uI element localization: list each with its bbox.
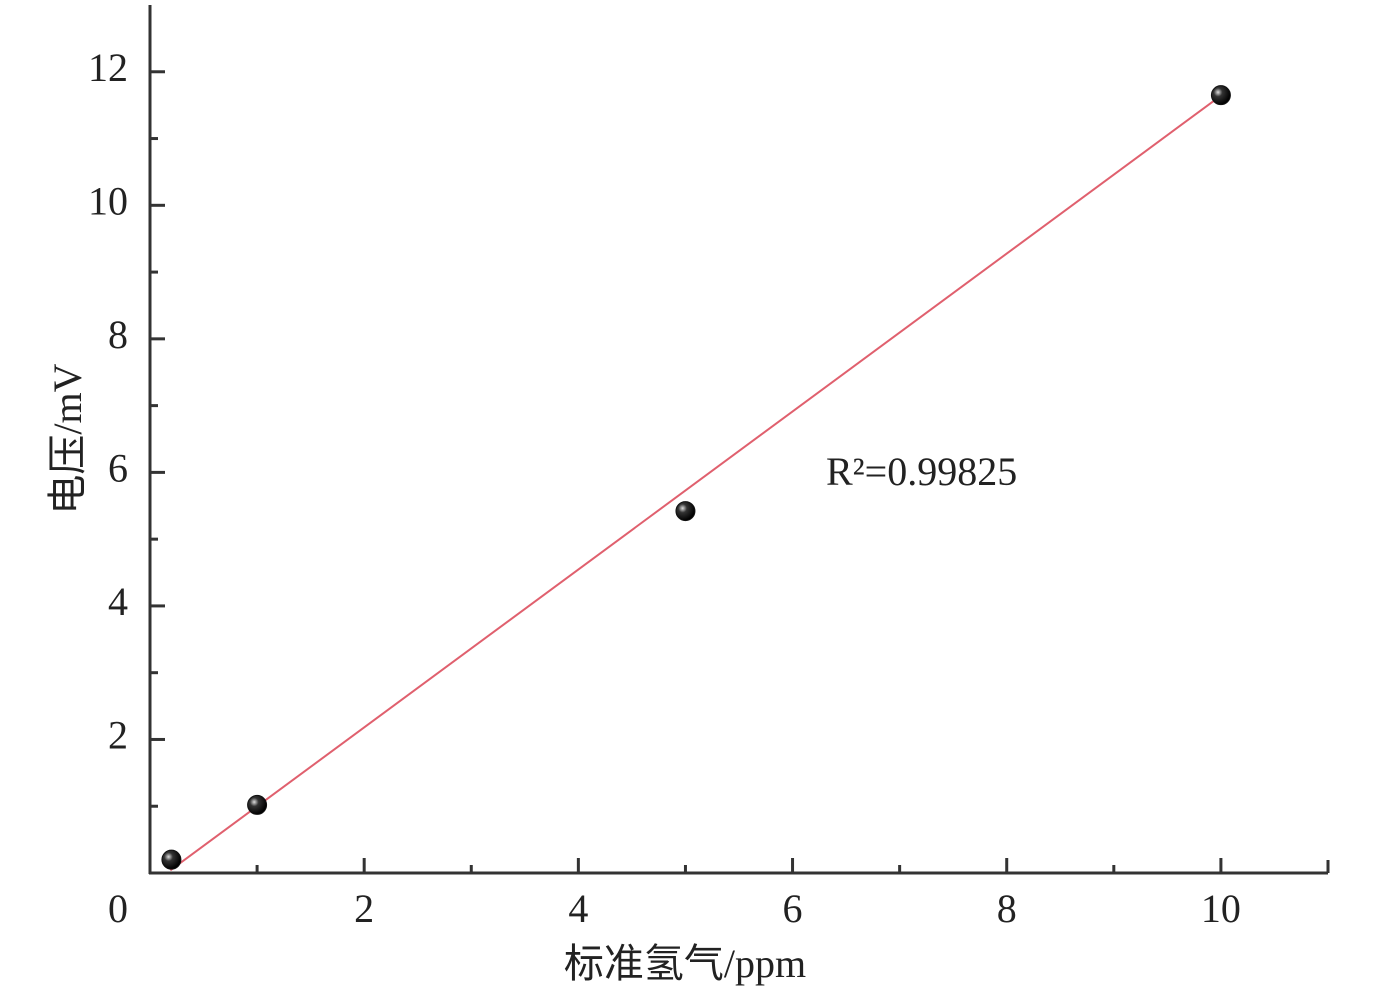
x-tick-label: 6 <box>783 886 803 931</box>
point <box>247 794 268 815</box>
x-tick-label: 10 <box>1201 886 1241 931</box>
x-tick-label: 0 <box>108 886 128 931</box>
y-tick-label: 6 <box>108 446 128 491</box>
y-axis-label: 电压/mV <box>45 363 90 514</box>
y-tick-label: 2 <box>108 713 128 758</box>
fit-line <box>169 100 1215 872</box>
y-tick-label: 8 <box>108 312 128 357</box>
x-axis-label: 标准氢气/ppm <box>564 941 806 986</box>
point <box>1210 85 1231 106</box>
x-tick-label: 8 <box>997 886 1017 931</box>
point <box>161 849 182 870</box>
y-tick-label: 12 <box>88 45 128 90</box>
point <box>675 501 696 522</box>
x-tick-label: 4 <box>568 886 588 931</box>
y-tick-label: 10 <box>88 178 128 223</box>
x-tick-label: 2 <box>354 886 374 931</box>
y-tick-label: 4 <box>108 579 128 624</box>
annotation: R²=0.99825 <box>826 449 1017 494</box>
